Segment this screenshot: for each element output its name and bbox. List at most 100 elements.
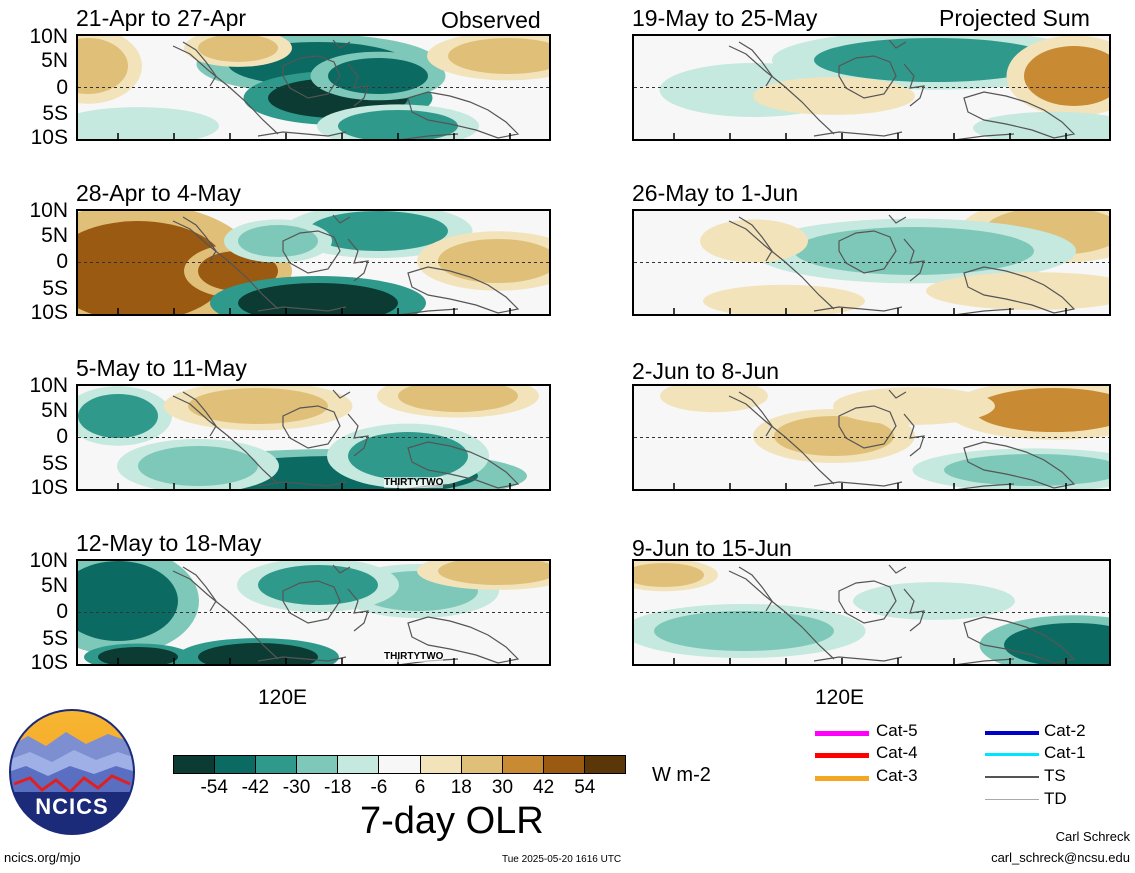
coastline: [407, 441, 520, 489]
olr-map-projected-2: [632, 209, 1111, 316]
footer-timestamp: Tue 2025-05-20 1616 UTC: [502, 854, 622, 865]
colorbar-swatch: [378, 756, 420, 773]
lon-label-right: 120E: [815, 686, 865, 709]
coastline: [407, 91, 520, 139]
olr-map-observed-1: [76, 34, 551, 141]
colorbar-tick-label: 30: [491, 777, 514, 798]
storm-label-thirtytwo-1: THIRTYTWO: [384, 477, 444, 488]
coastline: [728, 45, 835, 135]
olr-anomaly-core: [78, 394, 158, 438]
ncics-logo-graphic: [9, 709, 135, 835]
olr-anomaly-core: [994, 116, 1109, 139]
coastline: [400, 133, 459, 139]
olr-anomaly-core: [78, 112, 198, 139]
olr-anomaly-core: [398, 386, 518, 412]
longitude-ticks: [117, 133, 511, 139]
coastline: [903, 63, 925, 107]
footer-url: ncics.org/mjo: [4, 850, 81, 865]
coastline: [347, 413, 369, 457]
coastline: [738, 216, 773, 262]
coastline: [728, 220, 835, 310]
legend-label-td: TD: [1044, 789, 1067, 808]
olr-anomaly-core: [78, 221, 228, 314]
footer-author: Carl Schreck: [1055, 829, 1130, 844]
olr-anomaly-core: [338, 110, 458, 139]
olr-field: [634, 561, 1109, 664]
legend-line-td: [985, 799, 1039, 800]
olr-map-projected-3: [632, 384, 1111, 491]
coastline: [347, 588, 369, 632]
coastline: [888, 564, 907, 574]
colorbar-tick-label: -54: [200, 777, 228, 798]
olr-anomaly-core: [674, 386, 754, 408]
coastline: [347, 63, 369, 107]
panel-title-obs-1: 21-Apr to 27-Apr: [76, 5, 247, 31]
longitude-ticks: [673, 658, 1067, 664]
olr-anomaly-core: [854, 392, 974, 420]
olr-field: [78, 36, 549, 139]
coastline: [182, 391, 217, 437]
coastline: [903, 588, 925, 632]
olr-field: [78, 561, 549, 664]
coastline: [728, 570, 835, 660]
legend-line-cat1: [985, 753, 1039, 756]
olr-field: [78, 386, 549, 489]
coastline: [332, 39, 351, 49]
coastline: [813, 656, 903, 662]
olr-anomaly-core: [238, 283, 398, 314]
olr-anomaly-core: [78, 561, 178, 641]
coastline: [963, 91, 1076, 139]
legend-line-cat2: [985, 731, 1039, 735]
olr-anomaly-core: [874, 587, 994, 615]
olr-field: [78, 211, 549, 314]
coastline: [956, 483, 1015, 489]
olr-anomaly-core: [258, 565, 378, 605]
olr-anomaly-core: [138, 446, 258, 486]
legend-line-cat3: [815, 776, 869, 781]
coastline: [838, 55, 897, 99]
olr-map-observed-4: [76, 559, 551, 666]
colorbar-tick-label: 54: [574, 777, 596, 798]
colorbar-swatch: [460, 756, 502, 773]
coastline: [257, 131, 347, 137]
legend-label-cat1: Cat-1: [1044, 743, 1086, 762]
olr-map-projected-1: [632, 34, 1111, 141]
coastline: [347, 238, 369, 282]
coastline: [956, 658, 1015, 664]
coastline: [172, 395, 279, 485]
coastline: [172, 220, 279, 310]
coastline: [332, 564, 351, 574]
olr-anomaly-core: [654, 611, 834, 651]
coastline: [400, 308, 459, 314]
panel-title-proj-2: 26-May to 1-Jun: [632, 180, 799, 206]
colorbar-swatch: [337, 756, 379, 773]
coastline: [813, 306, 903, 312]
coastline: [838, 230, 897, 274]
colorbar: [173, 755, 626, 774]
coastline: [282, 55, 341, 99]
colorbar-tick-label: -6: [370, 777, 388, 798]
olr-anomaly-core: [634, 563, 704, 587]
coastline: [956, 308, 1015, 314]
longitude-ticks: [673, 483, 1067, 489]
olr-anomaly-core: [448, 38, 549, 74]
ncics-logo-text: NCICS: [35, 794, 109, 819]
olr-field: [634, 211, 1109, 314]
olr-anomaly-core: [348, 432, 468, 480]
coastline: [257, 656, 347, 662]
olr-anomaly-core: [774, 82, 894, 110]
olr-anomaly-core: [974, 388, 1109, 432]
longitude-ticks: [673, 133, 1067, 139]
olr-anomaly-core: [328, 58, 428, 94]
panel-subtitle-observed: Observed: [441, 7, 541, 33]
storm-label-thirtytwo-2: THIRTYTWO: [384, 651, 444, 662]
coastline: [282, 580, 341, 624]
olr-anomaly-core: [238, 225, 318, 257]
olr-anomaly-core: [814, 38, 1054, 82]
legend-label-cat2: Cat-2: [1044, 721, 1086, 740]
coastline: [838, 405, 897, 449]
colorbar-tick-label: -30: [282, 777, 311, 798]
panel-title-proj-4: 9-Jun to 15-Jun: [632, 535, 792, 561]
colorbar-tick-label: -42: [241, 777, 270, 798]
coastline: [407, 616, 520, 664]
